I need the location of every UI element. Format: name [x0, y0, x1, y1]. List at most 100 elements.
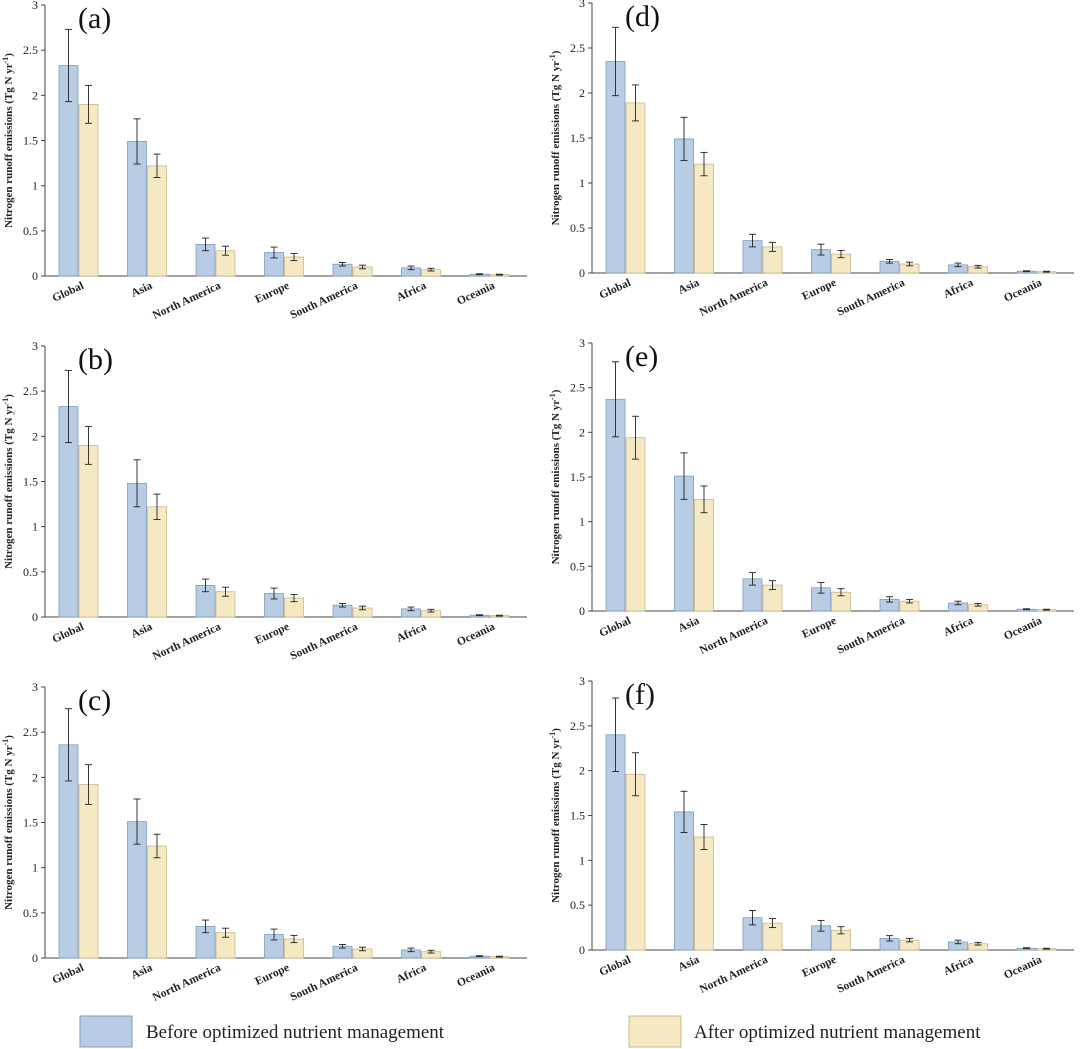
chart-panel: 0 0.5 1 1.5 2 2.5 3 Nitrogen runoff emissions (… — [548, 336, 1074, 657]
y-tick-label: 1.5 — [570, 470, 585, 484]
x-category-label: Global — [598, 615, 633, 640]
x-category-label: Oceania — [455, 280, 497, 308]
x-category-label: Asia — [676, 954, 701, 974]
x-category-label: Global — [598, 954, 633, 979]
y-axis-label: Nitrogen runoff emissions (Tg N yr-1) — [548, 389, 563, 564]
y-tick-label: 2.5 — [570, 41, 585, 55]
x-category-label: Oceania — [455, 962, 497, 990]
panel-label: (a) — [78, 2, 111, 35]
y-tick-label: 1 — [579, 515, 585, 529]
x-category-label: Asia — [129, 621, 154, 641]
legend-swatch-before — [79, 1015, 133, 1048]
x-category-label: Oceania — [1002, 954, 1044, 982]
x-category-label: Africa — [942, 954, 976, 978]
x-category-label: Global — [51, 280, 86, 305]
y-tick-label: 1 — [579, 176, 585, 190]
y-tick-label: 1.5 — [23, 134, 38, 148]
y-tick-label: 2 — [579, 764, 585, 778]
x-category-label: South America — [288, 962, 360, 1004]
x-category-label: Europe — [800, 954, 838, 980]
y-tick-label: 1 — [32, 861, 38, 875]
x-category-label: Global — [598, 277, 633, 302]
bar-after — [625, 773, 646, 951]
x-category-label: North America — [698, 615, 770, 657]
y-tick-label: 1.5 — [23, 816, 38, 830]
y-tick-label: 0.5 — [23, 224, 38, 238]
y-tick-label: 2 — [32, 770, 38, 784]
x-category-label: Asia — [129, 280, 154, 300]
chart-panel: 0 0.5 1 1.5 2 2.5 3 Nitrogen runoff emissions (… — [1, 339, 527, 663]
y-tick-label: 1 — [579, 853, 585, 867]
x-category-label: Europe — [800, 277, 838, 303]
x-category-label: Africa — [942, 615, 976, 639]
y-axis-label: Nitrogen runoff emissions (Tg N yr-1) — [1, 735, 16, 910]
y-tick-label: 3 — [32, 339, 38, 353]
x-category-label: Europe — [800, 615, 838, 641]
panel-label: (b) — [78, 343, 113, 376]
x-category-label: South America — [835, 615, 907, 657]
y-tick-label: 0 — [32, 951, 38, 965]
x-category-label: Africa — [395, 621, 429, 645]
y-tick-label: 0 — [32, 269, 38, 283]
chart-panel: 0 0.5 1 1.5 2 2.5 3 Nitrogen runoff emissions (… — [1, 680, 527, 1004]
panel-label: (e) — [625, 340, 658, 373]
x-category-label: South America — [288, 280, 360, 322]
bar-after — [147, 165, 167, 277]
x-category-label: North America — [698, 954, 770, 996]
x-category-label: North America — [698, 277, 770, 319]
y-tick-label: 1 — [32, 179, 38, 193]
x-category-label: Asia — [129, 962, 154, 982]
y-tick-label: 1 — [32, 520, 38, 534]
bar-after — [78, 444, 99, 618]
x-category-label: South America — [835, 277, 907, 319]
x-category-label: Europe — [253, 621, 291, 647]
x-category-label: South America — [835, 954, 907, 996]
legend-swatch-after — [628, 1015, 682, 1048]
y-tick-label: 2.5 — [570, 719, 585, 733]
panel-label: (f) — [625, 678, 655, 711]
bar-after — [147, 506, 167, 618]
y-axis-label: Nitrogen runoff emissions (Tg N yr-1) — [548, 728, 563, 903]
bar-after — [625, 102, 646, 274]
bar-after — [147, 845, 167, 959]
y-tick-label: 1.5 — [570, 131, 585, 145]
chart-panel: 0 0.5 1 1.5 2 2.5 3 Nitrogen runoff emissions (… — [548, 674, 1074, 996]
y-tick-label: 0.5 — [23, 565, 38, 579]
y-axis-label: Nitrogen runoff emissions (Tg N yr-1) — [1, 53, 16, 228]
y-tick-label: 0.5 — [570, 898, 585, 912]
x-category-label: Africa — [395, 962, 429, 986]
y-tick-label: 2 — [32, 429, 38, 443]
bar-after — [694, 163, 714, 274]
x-category-label: North America — [151, 962, 223, 1004]
y-tick-label: 0 — [579, 266, 585, 280]
y-axis-label: Nitrogen runoff emissions (Tg N yr-1) — [1, 394, 16, 569]
y-tick-label: 0 — [579, 604, 585, 618]
x-category-label: Oceania — [1002, 277, 1044, 305]
y-tick-label: 3 — [579, 336, 585, 350]
bar-after — [694, 836, 714, 951]
x-category-label: North America — [151, 621, 223, 663]
legend-label-before: Before optimized nutrient management — [146, 1022, 445, 1043]
x-category-label: Oceania — [1002, 615, 1044, 643]
y-tick-label: 3 — [32, 0, 38, 12]
bar-after — [78, 784, 99, 959]
y-tick-label: 0.5 — [570, 559, 585, 573]
x-category-label: South America — [288, 621, 360, 663]
y-tick-label: 1.5 — [23, 475, 38, 489]
chart-panel: 0 0.5 1 1.5 2 2.5 3 Nitrogen runoff emissions (… — [548, 0, 1074, 319]
bar-after — [78, 103, 99, 277]
bar-after — [625, 437, 646, 612]
x-category-label: North America — [151, 280, 223, 322]
y-tick-label: 2 — [32, 88, 38, 102]
panel-label: (c) — [78, 684, 111, 717]
y-tick-label: 2 — [579, 86, 585, 100]
y-tick-label: 2.5 — [570, 381, 585, 395]
x-category-label: Europe — [253, 962, 291, 988]
panel-label: (d) — [625, 0, 660, 33]
bar-after — [694, 498, 714, 612]
x-category-label: Asia — [676, 277, 701, 297]
chart-panel: 0 0.5 1 1.5 2 2.5 3 Nitrogen runoff emissions (… — [1, 0, 527, 322]
y-tick-label: 2.5 — [23, 384, 38, 398]
y-tick-label: 0.5 — [570, 221, 585, 235]
